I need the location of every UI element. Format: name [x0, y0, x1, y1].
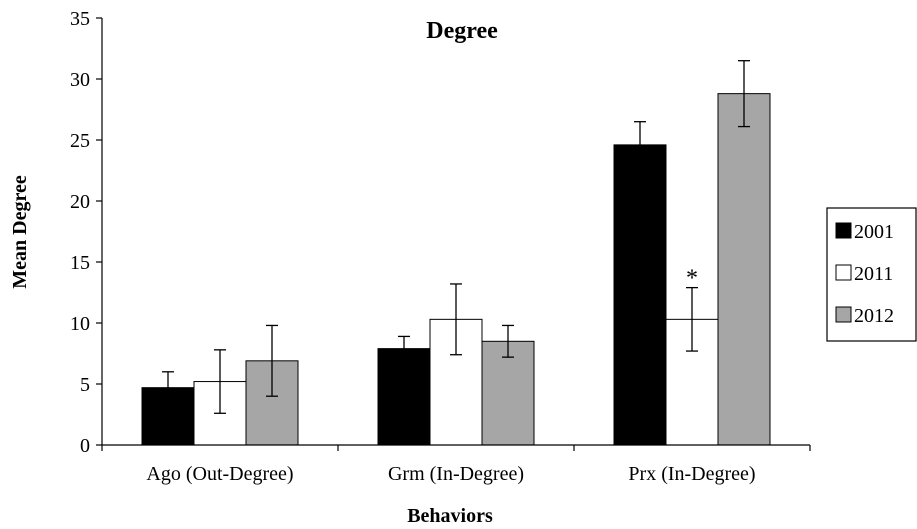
- significance-marker: *: [686, 266, 698, 292]
- x-category-label: Grm (In-Degree): [388, 463, 524, 485]
- chart-title: Degree: [426, 18, 498, 44]
- y-axis: 0 5 10 15 20 25 30 35: [70, 8, 103, 457]
- y-tick-label: 5: [80, 374, 90, 396]
- x-axis: Ago (Out-Degree) Grm (In-Degree) Prx (In-D…: [101, 444, 811, 485]
- legend-swatch-2011: [835, 264, 852, 281]
- legend-label: 2001: [854, 221, 894, 243]
- bars-group: [141, 93, 771, 446]
- x-axis-title: Behaviors: [407, 505, 493, 527]
- annotations-group: *: [686, 266, 698, 292]
- y-tick-label: 30: [70, 69, 90, 91]
- bar-2001: [377, 348, 431, 446]
- x-category-label: Prx (In-Degree): [628, 463, 755, 485]
- legend: 2001 2011 2012: [826, 207, 917, 342]
- legend-label: 2012: [854, 305, 894, 327]
- x-category-label: Ago (Out-Degree): [146, 463, 293, 485]
- legend-label: 2011: [854, 263, 893, 285]
- legend-swatch-2012: [835, 306, 852, 323]
- y-tick-label: 15: [70, 252, 90, 274]
- y-tick-label: 25: [70, 130, 90, 152]
- y-tick-label: 20: [70, 191, 90, 213]
- y-tick-label: 10: [70, 313, 90, 335]
- y-axis-title: Mean Degree: [9, 175, 31, 289]
- y-tick-label: 0: [80, 435, 90, 457]
- legend-swatch-2001: [835, 222, 852, 239]
- bar-2001: [613, 144, 667, 446]
- y-tick-label: 35: [70, 8, 90, 30]
- bar-2012: [717, 93, 771, 446]
- error-bars-group: [162, 60, 750, 414]
